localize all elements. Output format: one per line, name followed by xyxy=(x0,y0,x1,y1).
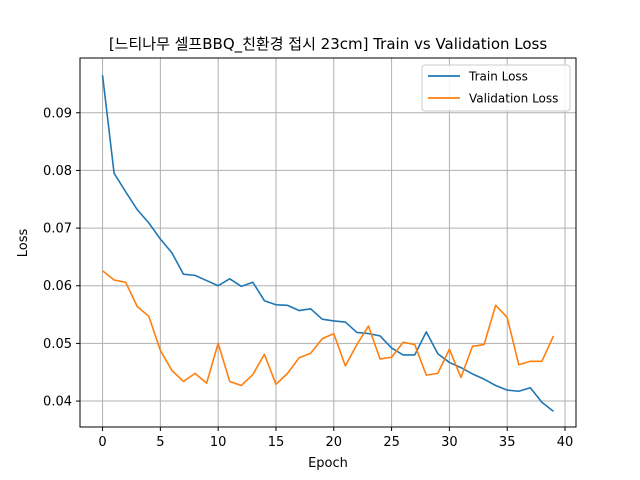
x-axis: 0 5 10 15 20 25 30 35 40 xyxy=(98,427,573,450)
x-tick-label: 20 xyxy=(326,435,343,450)
x-tick-label: 40 xyxy=(557,435,574,450)
x-tick-label: 10 xyxy=(210,435,227,450)
y-tick-label: 0.07 xyxy=(43,222,72,237)
legend-entry: Validation Loss xyxy=(469,92,558,106)
y-axis: 0.04 0.05 0.06 0.07 0.08 0.09 xyxy=(43,106,80,410)
series-layer xyxy=(101,75,555,413)
legend: Train Loss Validation Loss xyxy=(421,64,571,112)
chart-title: [느티나무 셀프BBQ_친환경 접시 23cm] Train vs Valida… xyxy=(109,35,548,54)
x-tick-label: 30 xyxy=(441,435,458,450)
grid xyxy=(80,58,576,427)
x-tick-label: 5 xyxy=(156,435,164,450)
plot-frame xyxy=(79,57,577,428)
y-axis-label: Loss xyxy=(16,229,31,258)
x-axis-label: Epoch xyxy=(308,456,348,471)
y-tick-label: 0.04 xyxy=(43,395,72,410)
series-line-train-loss xyxy=(101,75,554,413)
series-line-validation-loss xyxy=(102,270,555,387)
x-tick-label: 25 xyxy=(383,435,400,450)
legend-entry: Train Loss xyxy=(468,70,528,84)
x-tick-label: 0 xyxy=(98,435,106,450)
y-tick-label: 0.06 xyxy=(43,279,72,294)
y-tick-label: 0.08 xyxy=(43,164,72,179)
y-tick-label: 0.09 xyxy=(43,106,72,121)
x-tick-label: 35 xyxy=(499,435,516,450)
x-tick-label: 15 xyxy=(268,435,285,450)
y-tick-label: 0.05 xyxy=(43,337,72,352)
